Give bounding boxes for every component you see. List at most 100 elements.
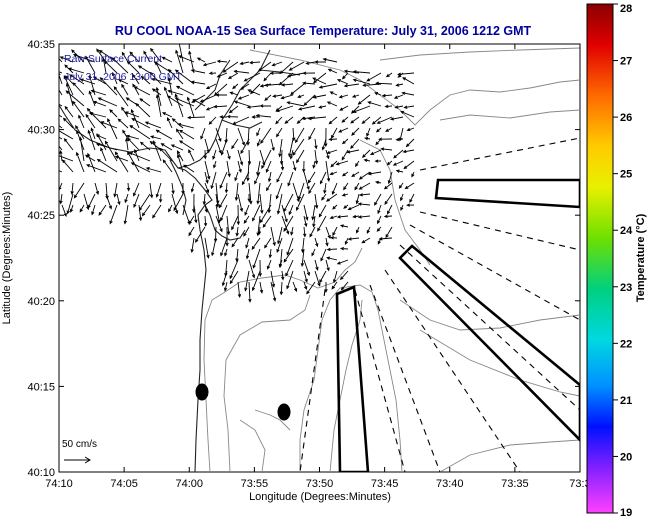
current-vector-arrow	[86, 164, 107, 173]
current-vector-arrow	[252, 204, 261, 222]
current-vector-arrow	[133, 193, 140, 208]
current-vector-arrow	[95, 143, 118, 151]
current-vector-arrow	[231, 138, 239, 150]
current-vector-arrow	[335, 160, 349, 166]
current-vector-arrow	[104, 60, 118, 74]
current-vector-arrow	[336, 79, 349, 85]
current-vector-arrow	[354, 182, 360, 191]
current-vector-arrow	[121, 83, 129, 96]
current-vector-arrow	[343, 182, 349, 191]
current-vector-arrow	[309, 226, 316, 238]
current-vector-arrow	[59, 125, 63, 129]
x-tick-label: 73:3	[569, 478, 590, 490]
current-vector-arrow	[261, 149, 272, 170]
current-vector-arrow	[59, 71, 63, 74]
current-vector-arrow	[121, 51, 129, 63]
current-vector-arrow	[297, 105, 316, 111]
current-vector-arrow	[307, 171, 316, 184]
current-vector-arrow	[286, 270, 294, 290]
current-vector-arrow	[59, 149, 63, 162]
current-vector-arrow	[72, 53, 96, 63]
current-vector-arrow	[395, 83, 404, 87]
current-vector-arrow	[346, 149, 360, 154]
current-vector-arrow	[129, 125, 151, 140]
current-vector-arrow	[260, 127, 272, 144]
current-vector-arrow	[268, 248, 272, 259]
current-vector-arrow	[114, 151, 129, 173]
current-vector-arrow	[276, 237, 283, 253]
colorbar-tick-label: 28	[620, 3, 632, 15]
current-vector-arrow	[155, 94, 162, 118]
current-vector-arrow	[231, 215, 239, 231]
current-vector-arrow	[199, 94, 217, 103]
buoy-marker	[195, 383, 209, 401]
current-vector-arrow	[109, 109, 118, 118]
current-vector-arrow	[91, 204, 96, 216]
current-vector-arrow	[256, 160, 261, 177]
current-vector-arrow	[277, 226, 283, 245]
current-vector-arrow	[243, 215, 250, 224]
current-vector-arrow	[113, 182, 118, 198]
current-vector-arrow	[343, 83, 360, 88]
current-vector-arrow	[159, 147, 173, 162]
current-vector-arrow	[275, 105, 294, 113]
current-vector-arrow	[59, 89, 63, 96]
current-vector-arrow	[339, 246, 349, 251]
current-vector-arrow	[322, 57, 338, 63]
current-vector-arrow	[279, 281, 284, 296]
current-vector-arrow	[75, 151, 85, 173]
current-vector-arrow	[265, 182, 272, 192]
current-vector-arrow	[374, 92, 382, 96]
current-vector-arrow	[204, 237, 210, 259]
current-vector-arrow	[303, 94, 316, 106]
info-line-2: July 31, 2006 13:00 GMT	[64, 71, 182, 83]
current-vector-arrow	[369, 149, 382, 156]
current-vector-arrow	[355, 193, 360, 205]
current-vector-arrow	[339, 105, 349, 111]
current-vector-arrow	[210, 171, 217, 190]
current-vector-arrow	[271, 61, 283, 67]
current-vector-arrow	[311, 204, 316, 221]
current-vector-arrow	[265, 160, 272, 173]
current-vector-arrow	[341, 171, 349, 177]
current-vector-arrow	[59, 58, 63, 63]
current-vector-arrow	[312, 94, 327, 99]
current-vector-arrow	[259, 104, 272, 108]
current-vector-arrow	[59, 72, 63, 85]
current-vector-arrow	[204, 204, 208, 214]
current-vector-arrow	[220, 204, 228, 222]
current-vector-arrow	[314, 193, 319, 210]
current-vector-arrow	[303, 270, 308, 283]
current-vector-arrow	[280, 94, 294, 100]
current-vector-arrow	[229, 259, 239, 280]
current-vector-arrow	[376, 116, 393, 124]
current-vector-arrow	[171, 182, 175, 195]
transect-polygons	[335, 178, 580, 472]
current-vector-arrow	[405, 138, 415, 148]
current-vector-arrow	[329, 91, 338, 96]
current-vector-arrow	[278, 138, 283, 158]
current-vector-arrow	[344, 237, 349, 246]
current-vector-arrow	[162, 159, 173, 173]
current-vector-arrow	[188, 226, 195, 237]
current-vector-arrow	[224, 248, 228, 257]
current-vector-arrow	[311, 248, 316, 257]
current-vector-arrow	[314, 60, 326, 64]
current-vector-arrow	[296, 116, 305, 125]
current-vector-arrow	[127, 137, 140, 151]
current-vector-arrow	[276, 127, 283, 138]
current-vector-arrow	[178, 140, 195, 151]
current-vector-arrow	[245, 248, 250, 260]
current-vector-arrow	[237, 193, 244, 213]
current-vector-arrow	[151, 77, 173, 85]
current-vector-arrow	[312, 77, 327, 85]
current-vector-arrow	[160, 143, 173, 151]
current-vector-arrow	[190, 182, 195, 193]
current-vector-arrow	[308, 182, 316, 195]
current-vector-arrow	[220, 237, 228, 257]
current-vector-arrow	[100, 147, 107, 162]
current-vector-arrow	[215, 215, 223, 233]
current-vector-arrow	[364, 136, 371, 141]
current-vector-arrow	[212, 149, 217, 161]
